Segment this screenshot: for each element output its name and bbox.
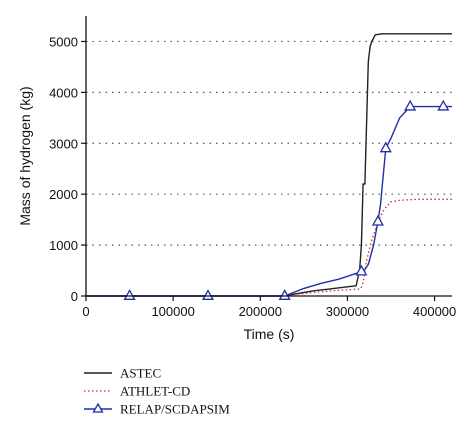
x-tick-label: 400000 xyxy=(413,304,456,319)
data-point-marker xyxy=(379,141,392,153)
y-tick-label: 0 xyxy=(71,289,78,304)
data-point-marker xyxy=(437,99,450,111)
y-axis-label: Mass of hydrogen (kg) xyxy=(17,86,33,225)
x-axis-label: Time (s) xyxy=(244,326,295,342)
legend-item-astec: ASTEC xyxy=(84,366,161,381)
series-line-athlet-cd xyxy=(86,198,452,297)
ticks: 0 1000 2000 3000 4000 5000 0 100000 200000 300000… xyxy=(49,34,456,319)
y-tick-label: 3000 xyxy=(49,136,78,151)
data-point-marker xyxy=(201,289,215,300)
plot-area: 0 1000 2000 3000 4000 5000 0 100000 200000 300000… xyxy=(49,16,456,319)
legend-item-relap-scdapsim: RELAP/SCDAPSIM xyxy=(84,402,230,417)
data-point-marker xyxy=(371,214,384,226)
series-line-astec xyxy=(86,33,452,297)
legend-label: ASTEC xyxy=(120,366,161,381)
x-tick-label: 0 xyxy=(82,304,89,319)
legend-label: RELAP/SCDAPSIM xyxy=(120,402,230,417)
grid-lines xyxy=(86,40,452,246)
legend-marker xyxy=(92,402,104,413)
data-point-marker xyxy=(355,264,368,276)
data-point-marker xyxy=(123,289,136,300)
y-tick-label: 5000 xyxy=(49,34,78,49)
x-tick-label: 300000 xyxy=(326,304,369,319)
y-tick-label: 4000 xyxy=(49,85,78,100)
x-tick-label: 100000 xyxy=(151,304,194,319)
series-lines xyxy=(86,33,452,300)
y-tick-label: 1000 xyxy=(49,238,78,253)
legend-label: ATHLET-CD xyxy=(120,384,190,399)
data-point-marker xyxy=(404,99,417,111)
x-tick-label: 200000 xyxy=(239,304,282,319)
y-tick-label: 2000 xyxy=(49,187,78,202)
legend-item-athlet-cd: ATHLET-CD xyxy=(84,384,190,399)
data-point-marker xyxy=(278,289,291,300)
legend: ASTEC ATHLET-CD RELAP/SCDAPSIM xyxy=(84,366,230,417)
series-line-relap-scdapsim xyxy=(86,105,452,297)
